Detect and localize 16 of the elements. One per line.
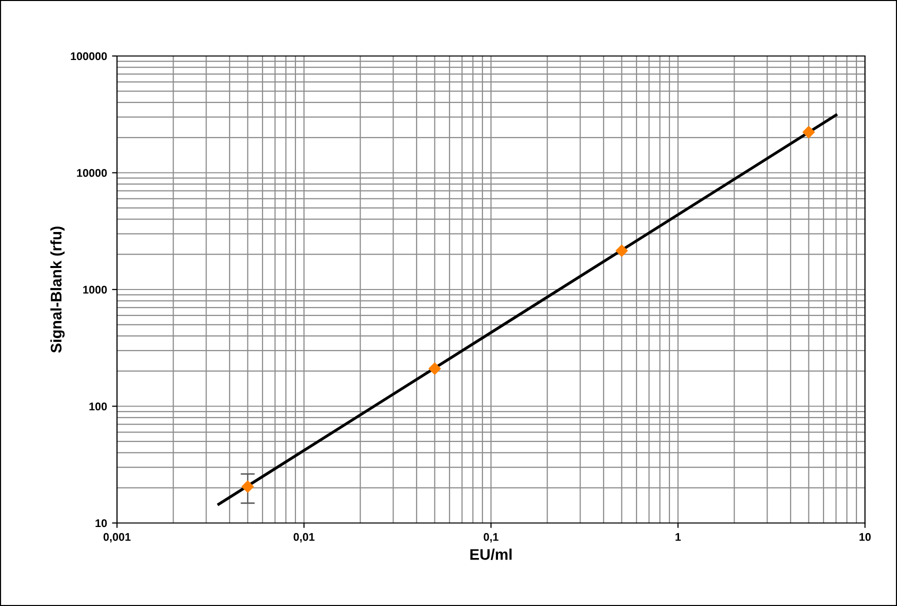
point: [242, 480, 254, 493]
x-tick-label: 10: [860, 533, 871, 541]
x-tick-label: 0,01: [294, 533, 315, 542]
y-tick-label: 10: [96, 519, 107, 528]
y-tick-label: 100000: [70, 52, 107, 60]
x-tick-label: 0,001: [104, 533, 131, 542]
y-axis-title: Signal-Blank (rfu): [50, 226, 65, 353]
x-tick-label: 0,1: [484, 533, 498, 542]
point: [802, 126, 815, 138]
point: [616, 244, 628, 257]
y-tick-label: 1000: [83, 286, 107, 294]
point: [428, 362, 441, 375]
y-tick-label: 100: [89, 402, 107, 410]
x-axis-title: EU/ml: [470, 548, 512, 560]
y-tick-label: 10000: [77, 169, 107, 177]
x-tick-label: 1: [676, 533, 681, 541]
